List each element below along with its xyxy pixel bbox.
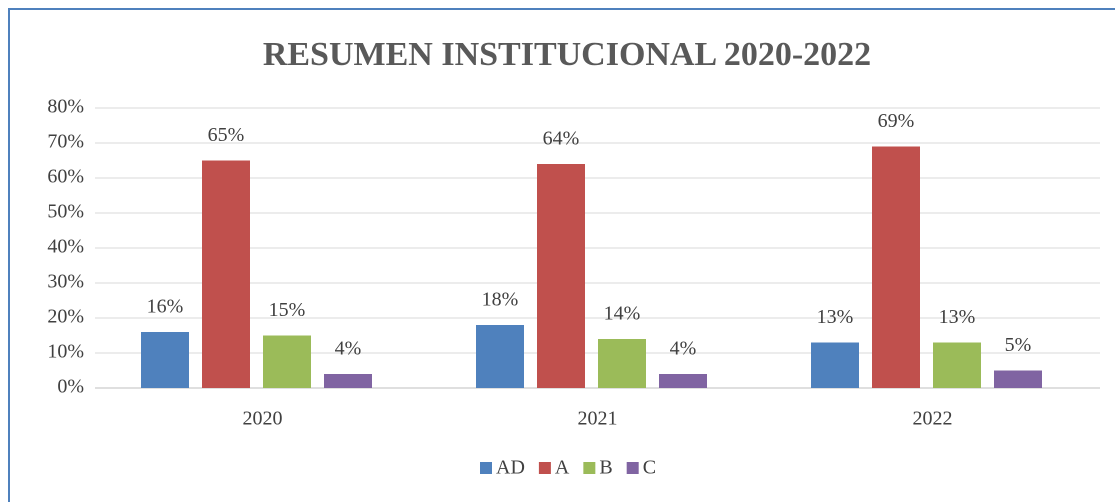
data-label: 65% xyxy=(208,124,245,146)
y-tick-label: 10% xyxy=(47,341,84,363)
legend-label: C xyxy=(643,457,656,479)
bar xyxy=(994,370,1042,388)
data-label: 16% xyxy=(147,296,184,318)
legend-label: B xyxy=(599,457,612,479)
x-tick-label: 2021 xyxy=(578,408,618,430)
y-tick-label: 40% xyxy=(47,236,84,258)
y-tick-label: 80% xyxy=(47,96,84,118)
bar xyxy=(141,332,189,388)
data-label: 69% xyxy=(878,110,915,132)
y-tick-label: 50% xyxy=(47,201,84,223)
data-label: 15% xyxy=(269,299,306,321)
legend-label: AD xyxy=(496,457,525,479)
chart-border xyxy=(8,8,1115,502)
legend-swatch xyxy=(583,462,596,474)
bar xyxy=(811,342,859,388)
y-tick-label: 20% xyxy=(47,306,84,328)
x-tick-label: 2020 xyxy=(243,408,283,430)
data-label: 4% xyxy=(335,338,362,360)
data-label: 4% xyxy=(670,338,697,360)
bar xyxy=(598,339,646,388)
bar xyxy=(659,374,707,388)
y-tick-label: 60% xyxy=(47,166,84,188)
data-label: 5% xyxy=(1005,334,1032,356)
bar xyxy=(872,146,920,388)
chart-title: RESUMEN INSTITUCIONAL 2020-2022 xyxy=(263,36,871,73)
bar xyxy=(476,325,524,388)
data-label: 14% xyxy=(604,303,641,325)
bar xyxy=(933,342,981,388)
data-label: 18% xyxy=(482,289,519,311)
x-tick-label: 2022 xyxy=(913,408,953,430)
bar xyxy=(263,335,311,388)
y-tick-label: 30% xyxy=(47,271,84,293)
bar xyxy=(537,164,585,388)
data-label: 64% xyxy=(543,128,580,150)
legend-swatch xyxy=(480,462,492,474)
data-label: 13% xyxy=(817,306,854,328)
y-tick-label: 70% xyxy=(47,131,84,153)
legend-swatch xyxy=(626,462,639,474)
legend-label: A xyxy=(555,457,570,479)
bar xyxy=(324,374,372,388)
data-label: 13% xyxy=(939,306,976,328)
legend-swatch xyxy=(538,462,551,474)
bar xyxy=(202,160,250,388)
y-tick-label: 0% xyxy=(57,376,84,398)
